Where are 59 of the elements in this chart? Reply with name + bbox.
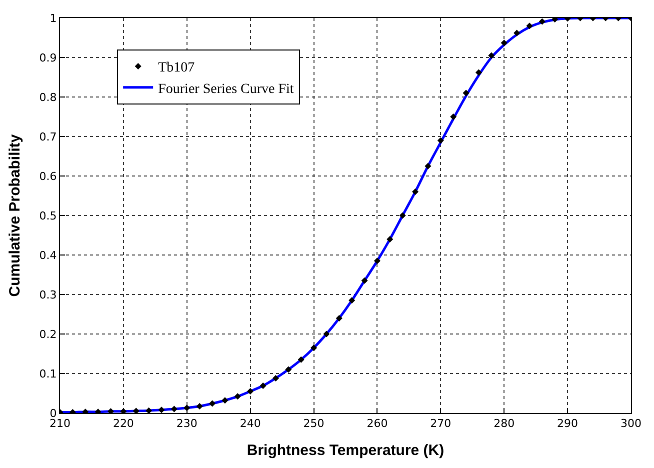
x-tick-label: 250 — [303, 417, 324, 430]
point — [450, 114, 457, 120]
y-tick-label: 1 — [50, 12, 57, 25]
point — [500, 40, 508, 46]
y-axis-title: Cumulative Probability — [6, 134, 24, 297]
y-tick-label: 0.3 — [39, 288, 57, 302]
y-tick-label: 0.7 — [39, 130, 57, 144]
point — [348, 297, 356, 304]
legend-label: Fourier Series Curve Fit — [158, 82, 294, 97]
x-tick-label: 300 — [620, 417, 642, 430]
point — [488, 52, 495, 59]
point — [361, 277, 368, 284]
point — [285, 366, 292, 373]
point — [323, 330, 330, 338]
point — [462, 90, 470, 96]
point — [146, 407, 152, 413]
point — [475, 69, 482, 76]
point — [209, 400, 216, 407]
point — [234, 393, 241, 400]
x-axis-title: Brightness Temperature (K) — [246, 442, 444, 460]
point — [514, 30, 520, 36]
x-tick-label: 270 — [430, 417, 452, 430]
x-tick-label: 290 — [557, 417, 578, 430]
point — [260, 382, 266, 389]
point — [538, 18, 546, 25]
point — [170, 406, 178, 412]
x-tick-label: 260 — [366, 417, 388, 430]
y-tick-label: 0.1 — [39, 367, 57, 380]
point — [108, 408, 114, 413]
point — [386, 236, 394, 242]
point — [222, 397, 228, 404]
point — [132, 408, 140, 413]
point — [399, 212, 406, 219]
y-tick-label: 0 — [50, 406, 57, 420]
point — [247, 388, 254, 395]
point — [158, 406, 165, 413]
y-tick-label: 0.2 — [39, 328, 57, 341]
point — [298, 356, 304, 363]
point — [526, 22, 533, 30]
x-tick-label: 230 — [176, 417, 198, 430]
x-tick-label: 210 — [50, 417, 70, 430]
y-tick-label: 0.6 — [39, 170, 57, 183]
y-tick-label: 0.5 — [39, 209, 57, 222]
point — [336, 314, 342, 322]
y-tick-label: 0.9 — [39, 51, 57, 64]
point — [437, 137, 444, 144]
legend-label: Tb107 — [158, 60, 195, 76]
x-tick-label: 240 — [240, 417, 261, 430]
point — [310, 344, 318, 352]
y-tick-label: 0.4 — [39, 248, 57, 262]
line-series — [60, 18, 631, 413]
point — [196, 403, 203, 410]
point — [272, 374, 279, 382]
x-tick-label: 220 — [112, 417, 134, 430]
y-tick-label: 0.8 — [39, 90, 57, 104]
point — [374, 258, 380, 264]
point — [424, 162, 432, 170]
x-tick-label: 280 — [494, 417, 515, 430]
point — [412, 188, 419, 196]
